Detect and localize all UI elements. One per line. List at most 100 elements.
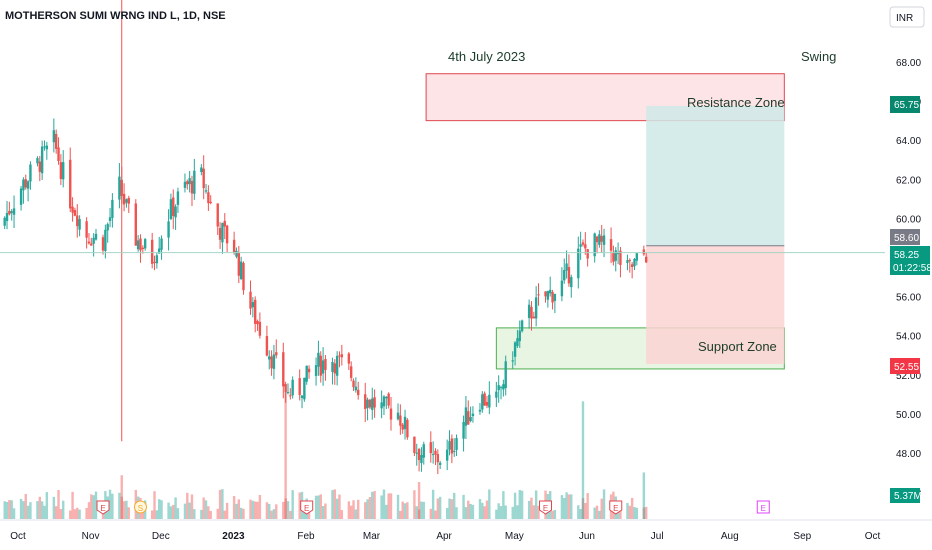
candle-body[interactable] <box>305 365 308 382</box>
candle-body[interactable] <box>29 164 32 182</box>
candle-body[interactable] <box>40 146 44 174</box>
candle-body[interactable] <box>202 168 205 189</box>
candle-body[interactable] <box>3 217 6 226</box>
candle-body[interactable] <box>221 222 224 243</box>
candle-body[interactable] <box>331 362 334 372</box>
candle-body[interactable] <box>593 233 596 257</box>
candle-body[interactable] <box>495 391 498 398</box>
candle-body[interactable] <box>553 293 557 301</box>
candle-body[interactable] <box>488 394 491 408</box>
candle-body[interactable] <box>139 238 142 251</box>
candle-body[interactable] <box>298 378 301 396</box>
candle-body[interactable] <box>551 291 554 303</box>
candle-body[interactable] <box>258 321 262 336</box>
candle-body[interactable] <box>577 248 580 279</box>
candle-body[interactable] <box>307 368 311 373</box>
candle-body[interactable] <box>595 236 599 243</box>
candle-body[interactable] <box>527 304 531 318</box>
candle-body[interactable] <box>73 210 77 216</box>
candle-body[interactable] <box>563 270 566 281</box>
candle-body[interactable] <box>127 197 130 204</box>
candle-body[interactable] <box>235 250 238 257</box>
candle-body[interactable] <box>249 291 252 309</box>
candle-body[interactable] <box>340 354 344 358</box>
candle-body[interactable] <box>52 130 56 143</box>
candle-body[interactable] <box>300 395 304 398</box>
candle-body[interactable] <box>385 396 388 399</box>
candle-body[interactable] <box>619 250 622 265</box>
candle-body[interactable] <box>448 441 451 450</box>
candle-body[interactable] <box>581 242 585 245</box>
candle-body[interactable] <box>406 419 409 438</box>
candle-body[interactable] <box>612 252 615 262</box>
candle-body[interactable] <box>429 442 432 454</box>
candle-body[interactable] <box>352 380 355 388</box>
candle-body[interactable] <box>108 217 112 221</box>
candle-body[interactable] <box>438 462 442 465</box>
event-marker-split[interactable]: S <box>133 500 147 514</box>
candle-body[interactable] <box>600 236 603 242</box>
candle-body[interactable] <box>282 352 285 387</box>
candle-body[interactable] <box>253 299 257 324</box>
candle-body[interactable] <box>462 422 465 439</box>
candle-body[interactable] <box>401 424 404 430</box>
candle-body[interactable] <box>134 203 137 246</box>
candle-body[interactable] <box>389 408 393 420</box>
candle-body[interactable] <box>642 249 646 255</box>
candle-body[interactable] <box>22 179 25 191</box>
candle-body[interactable] <box>499 387 503 389</box>
candle-body[interactable] <box>357 389 360 396</box>
candle-body[interactable] <box>537 294 540 296</box>
candle-body[interactable] <box>422 444 425 458</box>
candle-body[interactable] <box>136 240 140 250</box>
candle-body[interactable] <box>26 181 30 189</box>
candle-body[interactable] <box>481 394 484 410</box>
candle-body[interactable] <box>204 190 208 192</box>
candle-body[interactable] <box>160 238 163 250</box>
candle-body[interactable] <box>174 206 177 218</box>
candle-body[interactable] <box>111 199 114 218</box>
candle-body[interactable] <box>368 399 372 408</box>
candle-body[interactable] <box>464 407 468 426</box>
candle-body[interactable] <box>354 386 358 391</box>
candle-body[interactable] <box>371 398 374 410</box>
candle-body[interactable] <box>635 253 639 261</box>
candle-body[interactable] <box>94 233 98 240</box>
candle-body[interactable] <box>530 306 533 319</box>
candle-body[interactable] <box>324 359 327 370</box>
candle-body[interactable] <box>570 277 573 288</box>
candle-body[interactable] <box>455 437 458 450</box>
event-marker-earnings[interactable]: E <box>609 500 623 515</box>
candle-body[interactable] <box>62 162 65 180</box>
candle-body[interactable] <box>186 181 189 185</box>
candle-body[interactable] <box>518 330 521 342</box>
candle-body[interactable] <box>275 352 278 356</box>
candle-body[interactable] <box>223 220 226 227</box>
candle-body[interactable] <box>520 320 524 332</box>
candle-body[interactable] <box>118 176 121 200</box>
candle-body[interactable] <box>85 221 88 238</box>
candle-body[interactable] <box>200 167 203 172</box>
candle-body[interactable] <box>382 396 386 407</box>
candle-body[interactable] <box>445 449 449 461</box>
candle-body[interactable] <box>614 250 617 261</box>
candle-body[interactable] <box>284 384 287 392</box>
candle-body[interactable] <box>24 179 27 188</box>
candle-body[interactable] <box>216 203 219 227</box>
candle-body[interactable] <box>69 159 72 209</box>
candle-body[interactable] <box>71 206 74 213</box>
candle-body[interactable] <box>153 261 156 263</box>
candle-body[interactable] <box>586 249 589 259</box>
candle-body[interactable] <box>644 256 648 263</box>
candle-body[interactable] <box>366 399 369 408</box>
candle-body[interactable] <box>338 355 341 357</box>
candle-body[interactable] <box>485 401 489 406</box>
candle-body[interactable] <box>286 392 290 394</box>
candle-body[interactable] <box>10 211 13 213</box>
candle-body[interactable] <box>289 395 292 397</box>
candle-body[interactable] <box>565 263 568 271</box>
candle-body[interactable] <box>349 366 353 378</box>
candle-body[interactable] <box>57 147 60 162</box>
candle-body[interactable] <box>270 356 273 369</box>
